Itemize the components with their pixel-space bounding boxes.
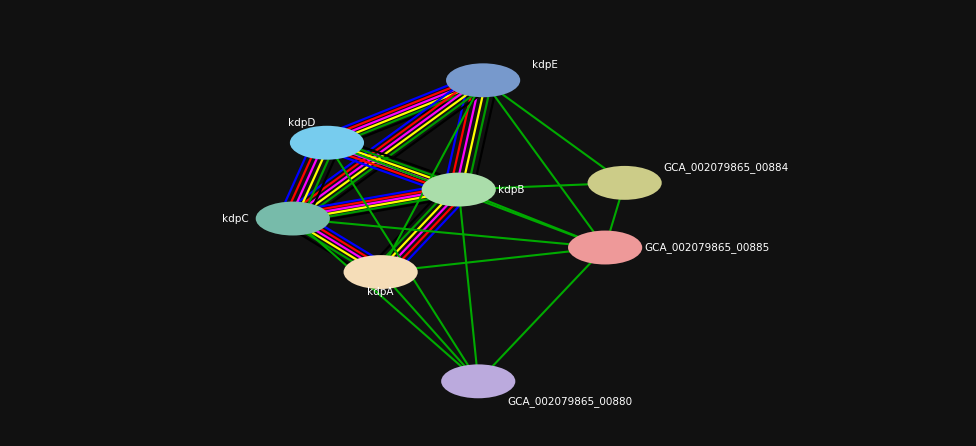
Text: GCA_002079865_00885: GCA_002079865_00885 xyxy=(644,242,769,253)
Text: GCA_002079865_00880: GCA_002079865_00880 xyxy=(508,396,632,407)
Text: kdpA: kdpA xyxy=(367,287,394,297)
Text: kdpB: kdpB xyxy=(498,185,524,194)
Circle shape xyxy=(256,202,330,235)
Text: kdpE: kdpE xyxy=(532,60,558,70)
Circle shape xyxy=(568,231,642,264)
Text: kdpD: kdpD xyxy=(288,118,315,128)
Circle shape xyxy=(422,173,496,206)
Circle shape xyxy=(441,364,515,398)
Text: GCA_002079865_00884: GCA_002079865_00884 xyxy=(664,162,789,173)
Circle shape xyxy=(344,255,418,289)
Circle shape xyxy=(446,63,520,97)
Circle shape xyxy=(588,166,662,200)
Text: kdpC: kdpC xyxy=(223,214,249,223)
Circle shape xyxy=(290,126,364,160)
